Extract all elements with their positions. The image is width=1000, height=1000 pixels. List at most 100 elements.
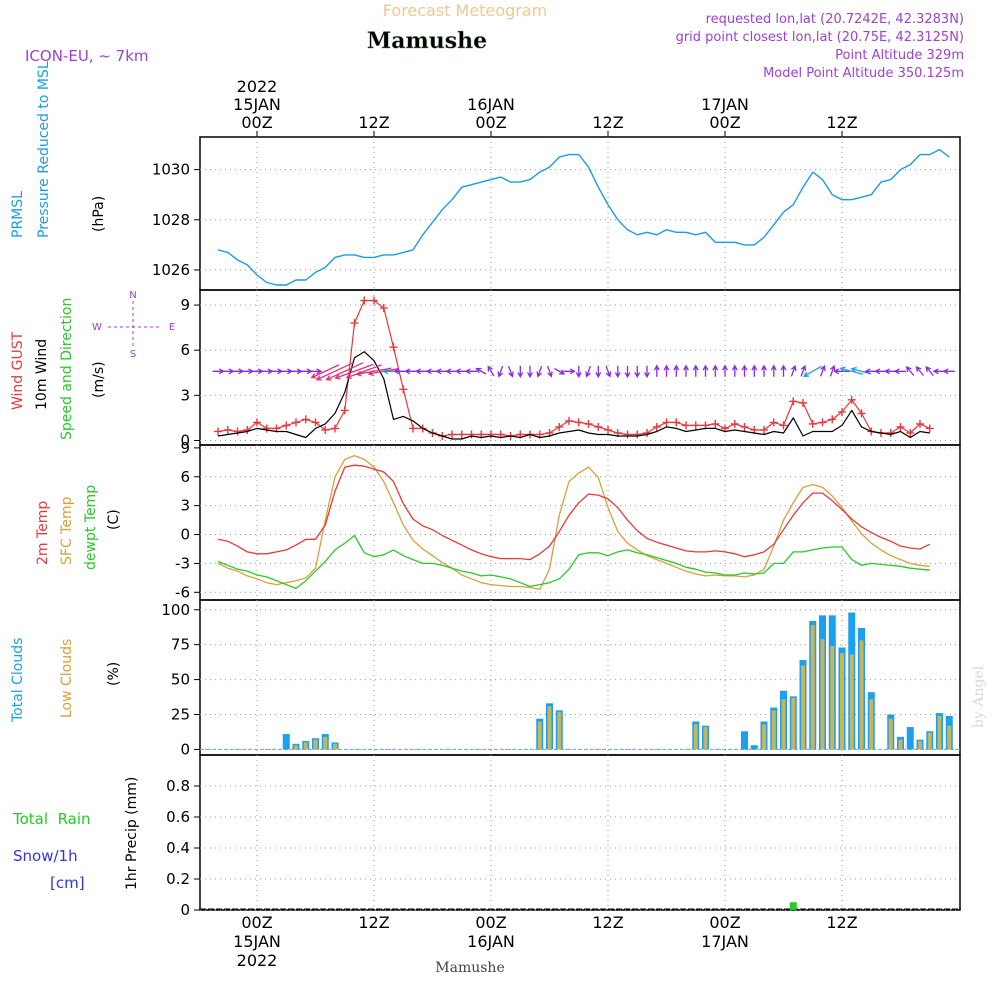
wind-gust-point <box>886 428 895 437</box>
y-tick-label: 0.6 <box>166 808 190 826</box>
wind-direction-arrow <box>315 362 354 381</box>
wind-direction-arrow <box>673 364 680 377</box>
temp-sfc-line <box>217 454 930 591</box>
compass-rose: N S W E <box>92 290 175 360</box>
wind-direction-arrow <box>355 367 392 377</box>
total-cloud-bar <box>741 731 748 750</box>
model-label: ICON-EU, ~ 7km <box>25 47 149 65</box>
wind-direction-arrow <box>290 368 303 375</box>
precip-rain-label: Total Rain <box>12 810 91 828</box>
wind-direction-arrow <box>300 368 313 375</box>
wind-direction-arrow <box>761 364 767 377</box>
low-cloud-bar <box>840 653 844 750</box>
low-cloud-bar <box>323 736 328 750</box>
compass-w: W <box>92 322 102 333</box>
clouds-low-label: Low Clouds <box>59 639 75 718</box>
top-axis-date: 17JAN <box>701 95 749 114</box>
bottom-axis-year: 2022 <box>237 951 278 970</box>
wind-direction-arrow <box>770 364 777 377</box>
low-cloud-bar <box>791 697 796 750</box>
y-tick-label: 6 <box>180 468 190 486</box>
wind-direction-arrow <box>833 368 850 375</box>
y-tick-label: 0 <box>180 901 190 919</box>
wind-gust-point <box>301 415 310 424</box>
top-axis-date: 15JAN <box>233 95 281 114</box>
wind-gust-point <box>691 421 700 430</box>
y-tick-label: 9 <box>180 439 190 457</box>
low-cloud-bar <box>557 711 562 750</box>
precip-snow-unit: [cm] <box>50 874 85 892</box>
wind-direction-arrow <box>712 364 719 377</box>
y-tick-label: 75 <box>171 636 190 654</box>
wind-gust-point <box>370 296 378 305</box>
wind-gust-point <box>623 430 632 439</box>
low-cloud-bar <box>849 654 854 750</box>
wind-gust-point <box>350 319 359 328</box>
wind-gust-point <box>457 430 466 439</box>
low-cloud-bar <box>810 625 815 750</box>
wind-gust-point <box>584 419 593 428</box>
low-cloud-bar <box>859 640 864 750</box>
temp-unit: (C) <box>106 509 122 530</box>
y-tick-label: -3 <box>175 554 190 572</box>
wind-gust-point <box>292 418 300 427</box>
total-cloud-bar <box>282 734 290 750</box>
y-tick-label: 0.2 <box>166 870 190 888</box>
wind-direction-arrow <box>751 364 758 377</box>
top-axis-hour: 00Z <box>241 113 272 132</box>
wind-direction-arrow <box>345 364 382 379</box>
wind-direction-arrow <box>614 365 621 379</box>
bottom-axis-date: 16JAN <box>467 932 515 951</box>
low-cloud-bar <box>898 739 903 750</box>
wind-gust-point <box>399 385 408 394</box>
wind-gust-point <box>487 430 495 439</box>
wind-direction-arrow <box>790 364 797 377</box>
wind-gust-point <box>565 416 573 425</box>
wind-direction-arrow <box>653 364 660 377</box>
y-tick-label: 1028 <box>152 211 190 229</box>
low-cloud-bar <box>947 725 952 750</box>
wind-direction-arrow <box>624 365 631 379</box>
wind-gust-point <box>214 427 222 436</box>
wind-direction-arrow <box>310 368 323 375</box>
wind-gust-point <box>838 407 846 416</box>
y-tick-label: 100 <box>161 601 190 619</box>
y-tick-label: 0 <box>180 431 190 449</box>
y-tick-label: 25 <box>171 706 190 724</box>
clouds-unit: (%) <box>106 662 122 686</box>
wind-direction-arrow <box>475 367 487 375</box>
wind-gust-point <box>730 419 739 428</box>
bottom-axis-date: 17JAN <box>701 932 749 951</box>
top-axis-hour: 12Z <box>592 113 623 132</box>
panels: 1026102810300369-6-30369025507510000.20.… <box>152 136 961 919</box>
y-tick-label: 1026 <box>152 261 190 279</box>
watermark: by Angel <box>971 665 987 728</box>
total-cloud-bar <box>906 727 914 750</box>
chart-title: Forecast Meteogram <box>383 1 547 20</box>
wind-gust-point <box>818 418 827 427</box>
wind-direction-arrow <box>527 365 533 379</box>
wind-unit: (m/s) <box>91 361 107 398</box>
wind-gust-label: Wind GUST <box>10 331 26 410</box>
compass-s: S <box>130 349 136 360</box>
wind-gust-point <box>555 422 564 431</box>
clouds-total-label: Total Clouds <box>10 638 26 723</box>
wind-gust-point <box>321 425 330 434</box>
wind-gust-point <box>233 427 242 436</box>
wind-gust-point <box>760 425 768 434</box>
wind-direction-arrow <box>802 365 822 377</box>
wind-gust-point <box>857 409 866 418</box>
wind-gust-point <box>662 418 671 427</box>
y-tick-label: 6 <box>180 341 190 359</box>
temp-dew-line <box>217 534 930 590</box>
temp-sfc-label: SFC Temp <box>59 496 75 565</box>
wind-direction-arrow <box>692 364 699 377</box>
wind-gust-point <box>711 419 720 428</box>
wind-direction-arrow <box>829 364 836 377</box>
grid-coords: grid point closest lon,lat (20.75E, 42.3… <box>676 30 964 45</box>
wind-gust-point <box>604 425 612 434</box>
pressure-unit: (hPa) <box>91 196 107 232</box>
wind-10m-line <box>217 351 930 440</box>
